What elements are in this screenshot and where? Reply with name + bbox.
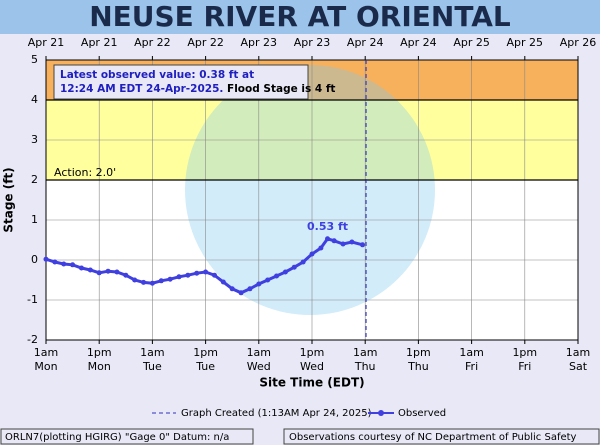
data-point [167, 276, 173, 282]
x-tick-label: 1am [34, 346, 58, 359]
x-tick-day: Wed [300, 360, 324, 373]
x-tick-label: 1am [566, 346, 590, 359]
data-point [96, 270, 102, 276]
x-tick-date: Apr 22 [187, 36, 224, 49]
y-tick-label: 5 [31, 53, 38, 66]
data-point [52, 259, 58, 265]
y-tick-label: 4 [31, 93, 38, 106]
x-tick-day: Thu [354, 360, 376, 373]
data-point [123, 272, 129, 278]
x-tick-label: 1pm [406, 346, 431, 359]
legend-label: Observed [398, 408, 446, 419]
x-tick-day: Tue [142, 360, 162, 373]
x-tick-day: Mon [34, 360, 57, 373]
x-tick-label: 1am [247, 346, 271, 359]
data-point [211, 272, 217, 278]
data-point [340, 241, 346, 247]
x-tick-day: Fri [465, 360, 478, 373]
data-point [331, 238, 337, 244]
data-point [247, 286, 253, 292]
y-tick-label: -1 [27, 293, 38, 306]
legend-marker [378, 410, 384, 416]
data-point [141, 279, 147, 285]
x-tick-day: Sat [569, 360, 588, 373]
x-tick-date: Apr 21 [28, 36, 65, 49]
data-point [158, 278, 164, 284]
data-point [176, 274, 182, 280]
data-point [185, 272, 191, 278]
data-point [349, 239, 355, 245]
data-point [149, 280, 155, 286]
x-tick-day: Fri [518, 360, 531, 373]
annotation-line: 12:24 AM EDT 24-Apr-2025. [60, 83, 227, 95]
data-point [114, 269, 120, 275]
annotation-line: Latest observed value: 0.38 ft at [60, 69, 254, 81]
action-label: Action: 2.0' [54, 166, 116, 179]
x-axis-title: Site Time (EDT) [259, 376, 364, 390]
data-point [194, 270, 200, 276]
x-tick-date: Apr 24 [347, 36, 384, 49]
x-tick-date: Apr 24 [400, 36, 437, 49]
y-axis-title: Stage (ft) [2, 167, 16, 232]
footer-box [283, 428, 600, 445]
x-tick-date: Apr 23 [241, 36, 278, 49]
annotation-text: Latest observed value: 0.38 ft at 12:24 A… [60, 69, 335, 95]
x-tick-date: Apr 26 [560, 36, 597, 49]
x-tick-day: Mon [88, 360, 111, 373]
x-tick-label: 1am [353, 346, 377, 359]
y-tick-label: 1 [31, 213, 38, 226]
data-point [265, 277, 271, 283]
y-tick-label: 2 [31, 173, 38, 186]
x-tick-label: 1pm [512, 346, 537, 359]
footer-box [0, 428, 254, 445]
title-band [0, 0, 600, 34]
y-tick-label: 0 [31, 253, 38, 266]
data-point [203, 269, 209, 275]
data-point [70, 262, 76, 268]
data-point [43, 256, 49, 262]
x-tick-label: 1am [459, 346, 483, 359]
y-tick-label: -2 [27, 333, 38, 346]
data-point [291, 264, 297, 270]
data-point [300, 259, 306, 265]
x-tick-label: 1pm [300, 346, 325, 359]
data-point [256, 281, 262, 287]
x-tick-date: Apr 25 [453, 36, 490, 49]
x-tick-label: 1am [140, 346, 164, 359]
noaa-watermark [185, 65, 435, 315]
legend-created-label: Graph Created (1:13AM Apr 24, 2025) [181, 408, 372, 419]
data-point [87, 267, 93, 273]
x-tick-date: Apr 22 [134, 36, 171, 49]
footer-left: ORLN7(plotting HGIRG) "Gage 0" Datum: n/… [5, 432, 229, 443]
data-point [132, 277, 138, 283]
x-tick-day: Wed [247, 360, 271, 373]
data-point [220, 279, 226, 285]
data-point [229, 286, 235, 292]
data-label: 0.53 ft [307, 220, 348, 233]
x-tick-label: 1pm [87, 346, 112, 359]
data-point [105, 268, 111, 274]
data-point [61, 261, 67, 267]
x-tick-date: Apr 25 [507, 36, 544, 49]
data-point [360, 242, 366, 248]
y-tick-label: 3 [31, 133, 38, 146]
x-tick-date: Apr 23 [294, 36, 331, 49]
data-point [282, 269, 288, 275]
data-point [238, 290, 244, 296]
flood-stage-text: Flood Stage is 4 ft [227, 83, 335, 95]
data-point [309, 251, 315, 257]
chart-title: NEUSE RIVER AT ORIENTAL [89, 0, 511, 33]
data-point [318, 245, 324, 251]
data-point [78, 265, 84, 271]
x-tick-day: Tue [195, 360, 215, 373]
footer-right: Observations courtesy of NC Department o… [289, 432, 577, 443]
data-point [325, 236, 331, 242]
x-tick-date: Apr 21 [81, 36, 118, 49]
data-point [274, 273, 280, 279]
annotation-box [53, 64, 309, 100]
x-tick-day: Thu [407, 360, 429, 373]
x-tick-label: 1pm [193, 346, 218, 359]
